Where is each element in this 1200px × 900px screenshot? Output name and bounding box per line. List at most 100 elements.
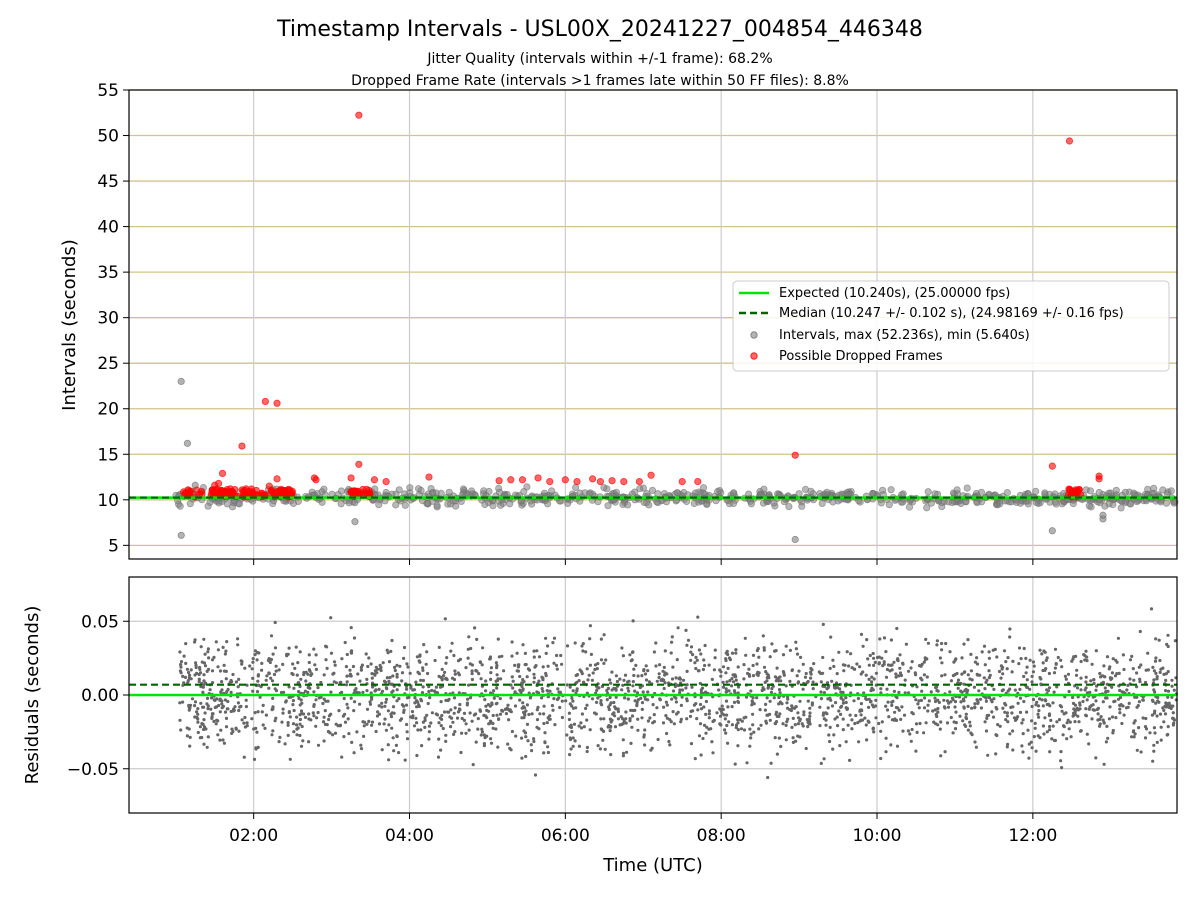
residual-point: [871, 726, 876, 730]
residual-point: [675, 658, 679, 662]
residual-point: [437, 721, 441, 725]
residual-point: [466, 697, 470, 701]
residual-point: [832, 733, 836, 737]
residual-point: [936, 723, 940, 727]
residual-point: [524, 709, 528, 713]
residual-point: [358, 679, 362, 683]
residual-point: [299, 698, 303, 702]
residual-point: [758, 708, 762, 712]
legend-median-label: Median (10.247 +/- 0.102 s), (24.98169 +…: [779, 306, 1124, 321]
residual-point: [345, 674, 349, 678]
residual-point: [181, 683, 185, 687]
residual-point: [323, 722, 327, 727]
residual-point: [1118, 695, 1123, 700]
residual-point: [1066, 672, 1071, 676]
residual-point: [527, 668, 532, 672]
residual-point: [521, 705, 526, 709]
residual-point: [821, 622, 825, 627]
residual-point: [299, 709, 304, 713]
residual-point: [621, 654, 626, 658]
residual-point: [799, 655, 803, 660]
residual-point: [874, 698, 878, 702]
residual-point: [968, 677, 972, 681]
residual-point: [676, 710, 680, 714]
residual-point: [736, 665, 740, 669]
residual-point: [371, 685, 375, 689]
residual-point: [324, 699, 328, 703]
residual-point: [766, 673, 771, 678]
residual-point: [959, 689, 963, 693]
residual-point: [726, 666, 730, 671]
residual-point: [1029, 740, 1033, 744]
residual-point: [646, 698, 650, 702]
residual-point: [973, 702, 977, 706]
residual-point: [879, 691, 883, 695]
residual-point: [1144, 668, 1148, 672]
residual-point: [850, 727, 854, 731]
residual-point: [209, 696, 214, 700]
residual-point: [866, 657, 870, 661]
residual-point: [1016, 701, 1020, 705]
residual-point: [749, 732, 753, 736]
residual-point: [198, 671, 203, 675]
residual-point: [179, 660, 184, 664]
residual-point: [243, 666, 247, 670]
residual-point: [903, 691, 907, 695]
chart-subtitle-jitter: Jitter Quality (intervals within +/-1 fr…: [426, 51, 772, 67]
residual-point: [1030, 719, 1034, 723]
residual-point: [181, 674, 185, 679]
residual-point: [791, 736, 795, 740]
residual-point: [746, 671, 750, 676]
residual-point: [885, 708, 890, 712]
residual-point: [298, 650, 302, 654]
residual-point: [808, 714, 812, 718]
dropped-frame-point: [273, 487, 281, 496]
residual-point: [243, 725, 247, 729]
interval-point: [337, 487, 345, 495]
residual-point: [197, 677, 201, 681]
residual-point: [374, 665, 378, 669]
residual-point: [267, 671, 271, 676]
residual-point: [605, 688, 609, 693]
residual-point: [506, 707, 510, 711]
residual-point: [489, 737, 493, 741]
residual-point: [1024, 656, 1028, 661]
residual-point: [391, 674, 395, 678]
dropped-frame-point: [546, 477, 554, 486]
residual-point: [1088, 690, 1092, 694]
residual-point: [315, 716, 319, 720]
residuals-reference-lines: [129, 683, 1177, 697]
residual-point: [255, 730, 259, 734]
residual-point: [662, 686, 666, 691]
residual-point: [702, 658, 706, 662]
residual-point: [871, 688, 875, 692]
residual-point: [984, 696, 988, 700]
residual-point: [238, 705, 242, 709]
residual-point: [1006, 656, 1010, 660]
residual-point: [558, 705, 562, 710]
residual-point: [755, 662, 759, 666]
residual-point: [414, 680, 418, 684]
residual-point: [910, 660, 914, 664]
residual-point: [634, 663, 638, 668]
residual-point: [1045, 730, 1049, 734]
residual-point: [481, 646, 485, 650]
residual-point: [1060, 665, 1064, 669]
residual-point: [635, 704, 639, 708]
residual-point: [568, 702, 572, 706]
residual-point: [212, 655, 216, 660]
residual-point: [949, 700, 953, 704]
residual-point: [948, 650, 952, 654]
residual-point: [497, 717, 501, 722]
residual-point: [669, 651, 673, 655]
residual-point: [895, 744, 900, 748]
residual-point: [885, 667, 890, 672]
residual-point: [328, 731, 332, 735]
residual-point: [675, 683, 679, 687]
residual-point: [1153, 731, 1157, 735]
residual-point: [1158, 712, 1163, 716]
residual-point: [1092, 678, 1096, 682]
residual-point: [612, 700, 616, 705]
residual-point: [1092, 681, 1096, 686]
